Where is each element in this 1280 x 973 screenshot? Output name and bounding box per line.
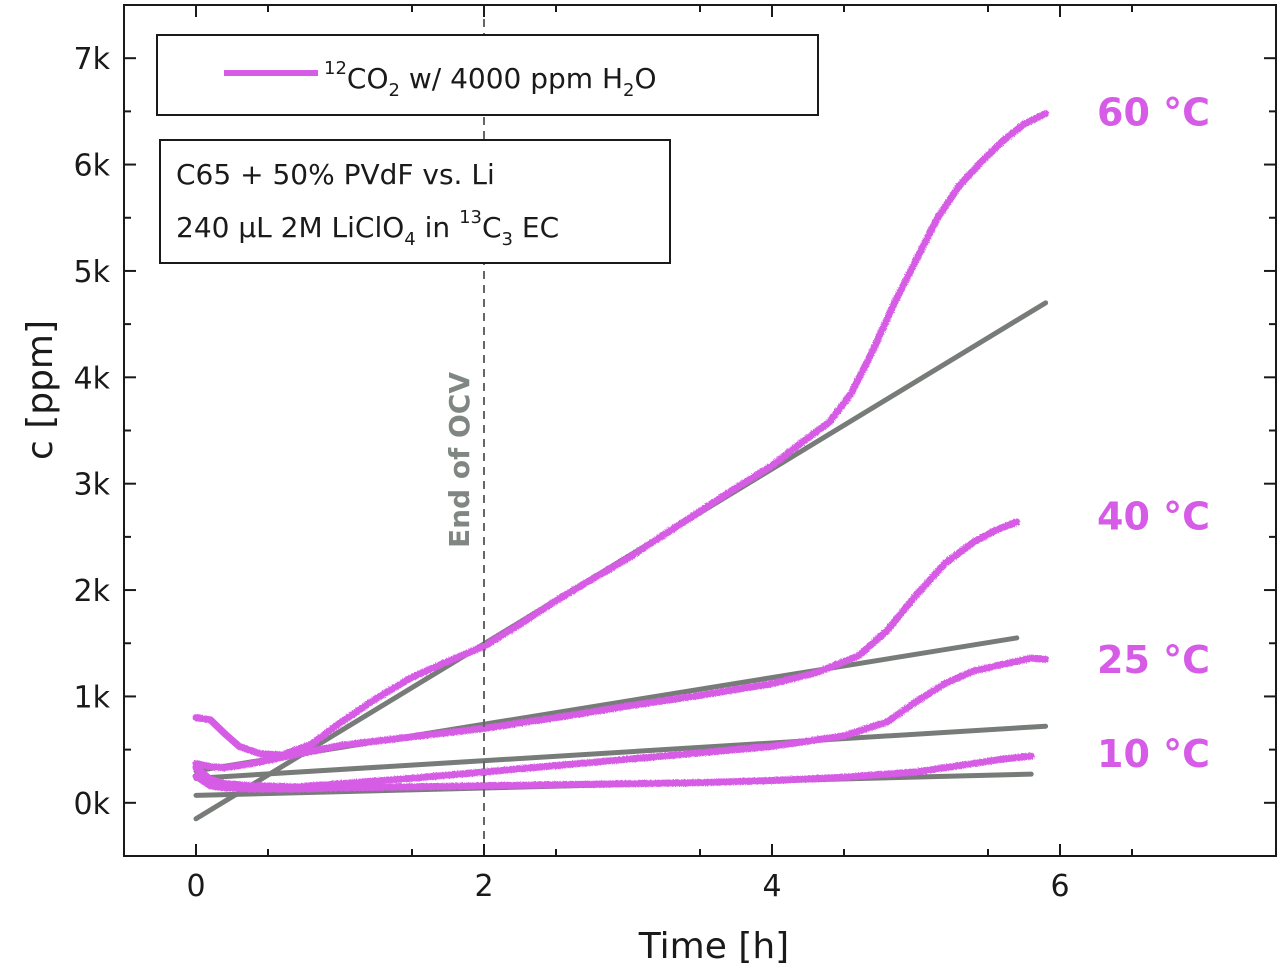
measured-line-40c (192, 518, 1021, 772)
y-tick-label: 6k (74, 149, 111, 184)
temp-label-40c: 40 °C (1097, 495, 1210, 539)
x-tick-label: 0 (186, 869, 205, 904)
y-tick-label: 2k (74, 574, 111, 609)
temp-label-25c: 25 °C (1097, 638, 1210, 682)
y-tick-label: 3k (74, 468, 111, 503)
x-tick-label: 4 (762, 869, 781, 904)
legend: 12CO2 w/ 4000 ppm H2O (156, 34, 819, 116)
measured-line-10c (192, 752, 1035, 793)
temp-label-60c: 60 °C (1097, 90, 1210, 134)
y-tick-label: 4k (74, 361, 111, 396)
temp-label-10c: 10 °C (1097, 732, 1210, 776)
y-axis-title: c [ppm] (20, 320, 61, 460)
info-box-frame (159, 139, 671, 264)
measured-lines (192, 110, 1050, 793)
fit-line-25c (193, 723, 1049, 781)
x-axis-title: Time [h] (638, 926, 789, 967)
y-tick-label: 1k (74, 680, 111, 715)
measured-line-25c (192, 654, 1050, 791)
axis-tick-labels: 0 2 4 6 0k 1k 2k 3k 4k 5k 6k 7k (74, 42, 1070, 904)
info-box: C65 + 50% PVdF vs. Li 240 µL 2M LiClO4 i… (159, 139, 671, 264)
y-tick-label: 0k (74, 787, 111, 822)
info-line-1: C65 + 50% PVdF vs. Li (176, 158, 495, 191)
info-line-2: 240 µL 2M LiClO4 in 13C3 EC (176, 207, 559, 250)
legend-text: 12CO2 w/ 4000 ppm H2O (324, 58, 657, 101)
end-of-ocv-label: End of OCV (443, 372, 476, 548)
y-tick-label: 5k (74, 255, 111, 290)
temperature-labels: 60 °C 40 °C 25 °C 10 °C (1097, 90, 1210, 775)
x-tick-label: 2 (474, 869, 493, 904)
x-tick-label: 6 (1050, 869, 1069, 904)
axis-ticks (124, 5, 1276, 856)
y-tick-label: 7k (74, 42, 111, 77)
